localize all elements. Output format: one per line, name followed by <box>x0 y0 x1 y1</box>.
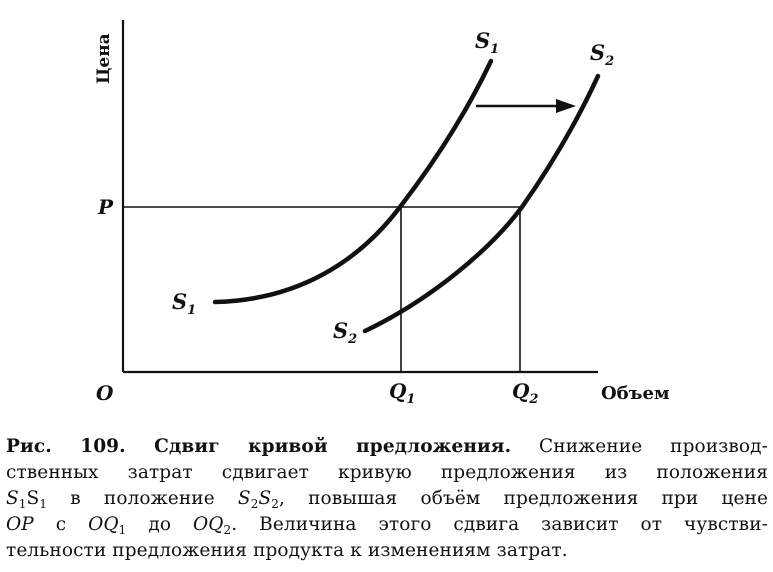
caption-title: Рис. 109. Сдвиг кривой предложения. <box>6 436 512 457</box>
supply-shift-diagram: Цена Объем O P Q1 Q2 S1 S1 S2 S2 <box>94 20 670 407</box>
supply-curve-s1 <box>212 58 494 305</box>
y-axis-label: Цена <box>94 33 114 84</box>
curve-s1-label-top: S1 <box>475 28 499 57</box>
caption-line-3: S1S1 в положение S2S2, повышая объём пре… <box>6 488 768 511</box>
curve-s2-label-top: S2 <box>590 40 614 69</box>
caption-text: Снижение производ- <box>511 436 768 457</box>
supply-curve-s2 <box>362 73 601 334</box>
caption-line-2: ственных затрат сдвигает кривую предложе… <box>6 462 768 483</box>
curve-s2-label-bottom: S2 <box>333 318 357 347</box>
right-arrow-icon <box>476 99 576 113</box>
caption-line-1: Рис. 109. Сдвиг кривой предложения. Сниж… <box>6 434 768 460</box>
curve-s1-label-bottom: S1 <box>172 289 196 318</box>
price-label: P <box>97 195 114 219</box>
caption-line-5: тельности предложения продукта к изменен… <box>6 540 568 561</box>
caption-line-4: OP с OQ1 до OQ2. Величина этого сдвига з… <box>6 514 768 537</box>
origin-label: O <box>96 381 114 405</box>
q2-label: Q2 <box>512 379 538 407</box>
q1-label: Q1 <box>389 379 415 407</box>
figure-caption: Рис. 109. Сдвиг кривой предложения. Сниж… <box>6 434 768 564</box>
x-axis-label: Объем <box>601 383 670 404</box>
